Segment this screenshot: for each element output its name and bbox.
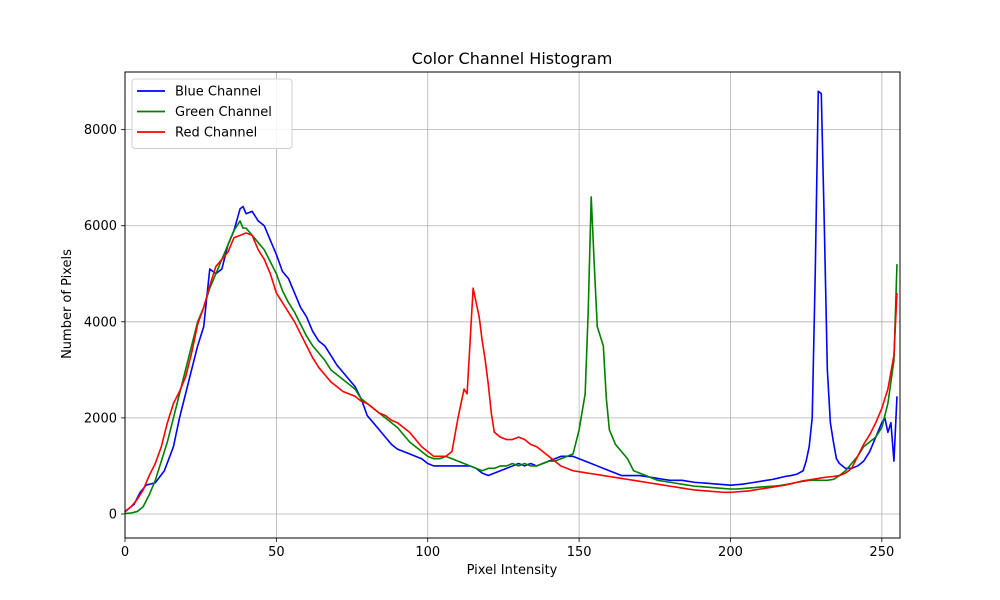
series-lines: [124, 90, 898, 515]
legend-label: Green Channel: [175, 105, 272, 120]
legend-label: Blue Channel: [175, 85, 261, 100]
y-tick-label: 6000: [84, 219, 117, 234]
x-tick-label: 0: [121, 545, 129, 560]
y-axis-ticks: 0 2000 4000 6000 8000: [84, 123, 125, 522]
x-tick-label: 100: [415, 545, 440, 560]
y-tick-label: 0: [109, 507, 117, 522]
x-tick-label: 250: [869, 545, 894, 560]
legend: Blue Channel Green Channel Red Channel: [131, 78, 293, 149]
grid-lines: [124, 72, 900, 538]
legend-box: [131, 78, 293, 149]
y-axis-label: Number of Pixels: [60, 249, 75, 359]
plot-frame: [124, 71, 901, 539]
chart-title: Color Channel Histogram: [412, 49, 613, 68]
x-tick-label: 50: [268, 545, 285, 560]
y-tick-label: 2000: [84, 411, 117, 426]
y-tick-label: 8000: [84, 123, 117, 138]
series-line-red-channel: [124, 232, 898, 513]
x-axis-label: Pixel Intensity: [467, 563, 558, 578]
x-axis-ticks: 0 50 100 150 200 250: [121, 538, 894, 560]
y-tick-label: 4000: [84, 315, 117, 330]
x-tick-label: 200: [718, 545, 743, 560]
x-tick-label: 150: [567, 545, 592, 560]
legend-label: Red Channel: [175, 126, 257, 141]
